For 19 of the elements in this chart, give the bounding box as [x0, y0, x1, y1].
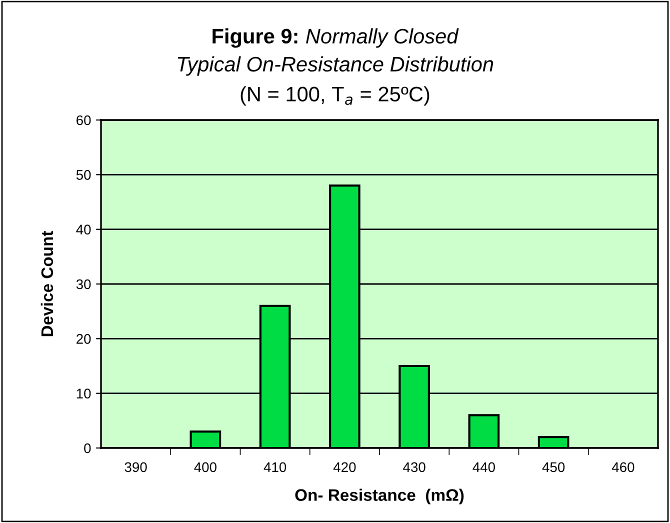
y-tick-label: 50 [76, 170, 91, 180]
y-tick-label: 10 [76, 388, 91, 399]
x-tick-label: 390 [124, 462, 147, 472]
x-tick-label: 430 [403, 462, 426, 472]
x-tick-label: 420 [333, 462, 356, 472]
y-tick-label: 60 [76, 115, 91, 126]
chart-title: Figure 9: Normally Closed [212, 28, 459, 48]
y-tick-label: 20 [76, 334, 91, 344]
chart-subtitle: Typical On-Resistance Distribution (N = 100, T$_{a}$ = 25ºC) [178, 56, 494, 106]
x-tick-label: 440 [472, 462, 495, 472]
x-tick-label: 400 [194, 462, 216, 472]
y-tick-label: 40 [76, 224, 91, 235]
x-tick-label: 460 [612, 462, 634, 472]
x-tick-label: 450 [542, 462, 565, 472]
y-tick-label: 0 [84, 443, 91, 454]
y-tick-label: 30 [76, 279, 91, 290]
y-axis-title: Device Count [40, 230, 54, 336]
x-axis-title: On- Resistance (mΩ) [295, 488, 464, 504]
x-tick-label: 410 [264, 462, 286, 472]
